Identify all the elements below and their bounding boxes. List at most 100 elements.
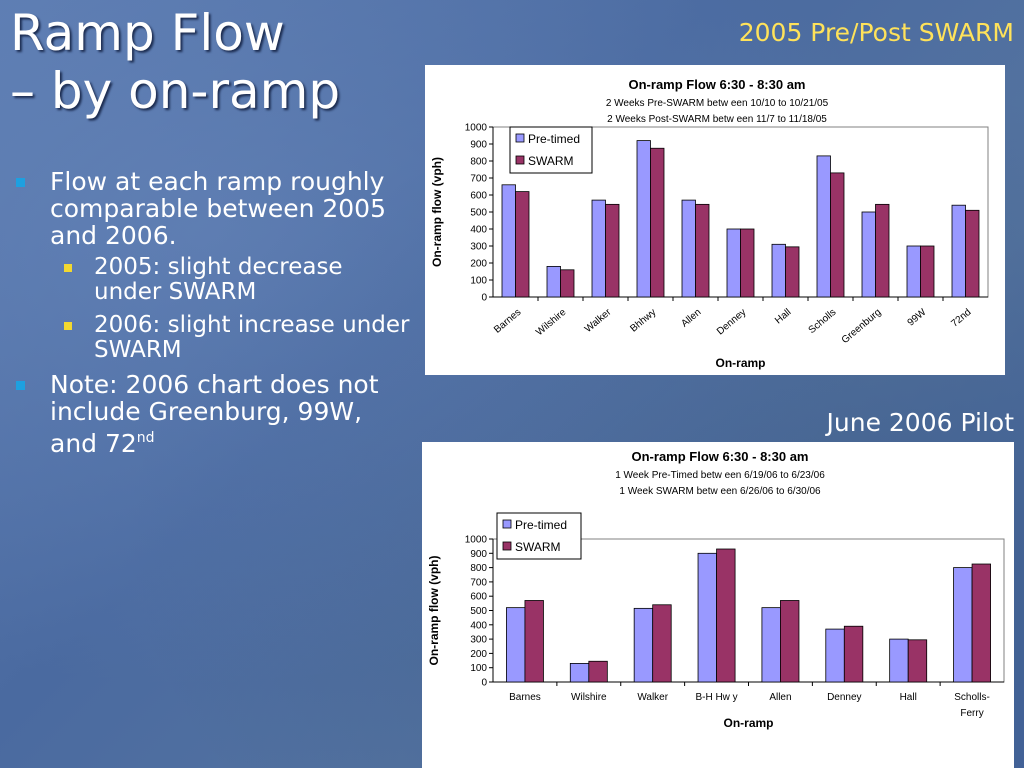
chart-2006-svg: On-ramp Flow 6:30 - 8:30 am 1 Week Pre-Ti…: [427, 449, 1005, 730]
x-tick-label: Allen: [679, 307, 703, 330]
bar-swarm: [524, 600, 544, 683]
y-tick-label: 900: [470, 549, 487, 560]
bar-swarm: [843, 625, 864, 683]
y-tick-label: 200: [470, 649, 487, 660]
y-tick-label: 300: [470, 242, 487, 253]
bar-pretimed: [906, 245, 921, 298]
bar-swarm: [740, 228, 755, 298]
title-line-2: – by on-ramp: [10, 62, 341, 120]
x-tick-label: Barnes: [509, 692, 541, 703]
legend-label: SWARM: [528, 154, 574, 168]
bullet-list: Flow at each ramp roughly comparable bet…: [16, 168, 416, 463]
bar-swarm: [588, 660, 608, 683]
y-tick-label: 300: [470, 635, 487, 646]
chart-subtitle: 2 Weeks Post-SWARM betw een 11/7 to 11/1…: [607, 114, 827, 125]
x-tick-label: Denney: [827, 692, 861, 703]
y-tick-label: 0: [481, 678, 487, 689]
x-tick-label: Barnes: [492, 307, 523, 336]
x-tick-label: Allen: [769, 692, 791, 703]
bar-pretimed: [591, 199, 606, 298]
x-tick-label: Hall: [773, 307, 793, 327]
sub-bullet-list: 2005: slight decrease under SWARM 2006: …: [50, 255, 416, 363]
bullet-superscript: nd: [136, 430, 155, 446]
chart-subtitle: 2 Weeks Pre-SWARM betw een 10/10 to 10/2…: [606, 98, 829, 109]
y-tick-label: 500: [470, 606, 487, 617]
legend-swatch: [502, 541, 512, 551]
bar-swarm: [965, 209, 980, 298]
bar-pretimed: [889, 638, 909, 683]
bar-pretimed: [569, 663, 590, 683]
bar-swarm: [780, 600, 800, 683]
y-tick-label: 1000: [465, 123, 488, 134]
bar-swarm: [695, 203, 710, 298]
bar-swarm: [971, 563, 991, 683]
x-axis-label: On-ramp: [723, 716, 773, 730]
bar-pretimed: [816, 155, 831, 298]
x-tick-label: Wilshire: [534, 307, 569, 339]
label-2006: June 2006 Pilot: [826, 408, 1014, 437]
x-tick-label: Hall: [900, 692, 917, 703]
x-tick-label: 99W: [906, 307, 929, 329]
x-tick-label: Walker: [637, 692, 668, 703]
bullet-item: Note: 2006 chart does not include Greenb…: [16, 371, 416, 457]
chart-2005: On-ramp Flow 6:30 - 8:30 am 2 Weeks Pre-S…: [425, 65, 1005, 375]
bar-pretimed: [825, 628, 845, 683]
x-tick-label: Greenburg: [840, 307, 884, 346]
bar-swarm: [920, 245, 935, 298]
bar-pretimed: [726, 228, 741, 298]
bar-pretimed: [861, 211, 876, 298]
chart-title: On-ramp Flow 6:30 - 8:30 am: [629, 77, 806, 92]
chart-subtitle: 1 Week SWARM betw een 6/26/06 to 6/30/06: [619, 486, 821, 497]
x-tick-label: Ferry: [960, 708, 983, 719]
bar-swarm: [716, 548, 736, 683]
x-tick-label: Scholls-: [954, 692, 990, 703]
bar-pretimed: [546, 265, 561, 298]
x-tick-label: Scholls: [807, 307, 839, 336]
title-line-1: Ramp Flow: [10, 4, 285, 62]
y-tick-label: 600: [470, 191, 487, 202]
y-tick-label: 200: [470, 259, 487, 270]
bar-swarm: [515, 191, 530, 298]
legend-swatch: [515, 155, 525, 165]
bullet-text: Flow at each ramp roughly comparable bet…: [50, 167, 386, 250]
y-tick-label: 1000: [465, 535, 488, 546]
plot-area: [492, 538, 1005, 683]
x-tick-label: Denney: [715, 307, 748, 338]
x-tick-label: Wilshire: [571, 692, 607, 703]
bullet-item: Flow at each ramp roughly comparable bet…: [16, 168, 416, 363]
bar-pretimed: [953, 567, 973, 683]
chart-2006: On-ramp Flow 6:30 - 8:30 am 1 Week Pre-Ti…: [422, 442, 1014, 768]
x-tick-label: Walker: [583, 306, 614, 335]
y-axis-label: On-ramp flow (vph): [430, 157, 444, 267]
bar-pretimed: [771, 243, 786, 298]
bar-swarm: [907, 639, 928, 683]
chart-subtitle: 1 Week Pre-Timed betw een 6/19/06 to 6/2…: [615, 470, 825, 481]
bar-pretimed: [761, 607, 781, 683]
bar-pretimed: [636, 140, 651, 298]
y-tick-label: 800: [470, 563, 487, 574]
sub-bullet-item: 2006: slight increase under SWARM: [50, 313, 416, 363]
y-tick-label: 0: [481, 293, 487, 304]
bar-swarm: [830, 172, 845, 298]
x-tick-label: Bhhwy: [628, 307, 658, 335]
sub-bullet-item: 2005: slight decrease under SWARM: [50, 255, 416, 305]
y-tick-label: 100: [470, 276, 487, 287]
y-tick-label: 800: [470, 157, 487, 168]
bullet-text: Note: 2006 chart does not include Greenb…: [50, 370, 379, 458]
bar-swarm: [875, 203, 890, 298]
bar-swarm: [560, 269, 575, 298]
x-axis-label: On-ramp: [715, 356, 765, 370]
bar-pretimed: [951, 204, 966, 298]
bar-pretimed: [633, 607, 654, 683]
legend-swatch: [502, 519, 512, 529]
bar-swarm: [785, 246, 800, 298]
y-tick-label: 400: [470, 225, 487, 236]
y-tick-label: 100: [470, 663, 487, 674]
label-2005: 2005 Pre/Post SWARM: [738, 18, 1014, 47]
y-tick-label: 600: [470, 592, 487, 603]
slide-title: Ramp Flow – by on-ramp: [10, 4, 340, 120]
y-tick-label: 900: [470, 140, 487, 151]
x-tick-label: 72nd: [949, 307, 973, 330]
y-tick-label: 700: [470, 577, 487, 588]
y-tick-label: 400: [470, 620, 487, 631]
